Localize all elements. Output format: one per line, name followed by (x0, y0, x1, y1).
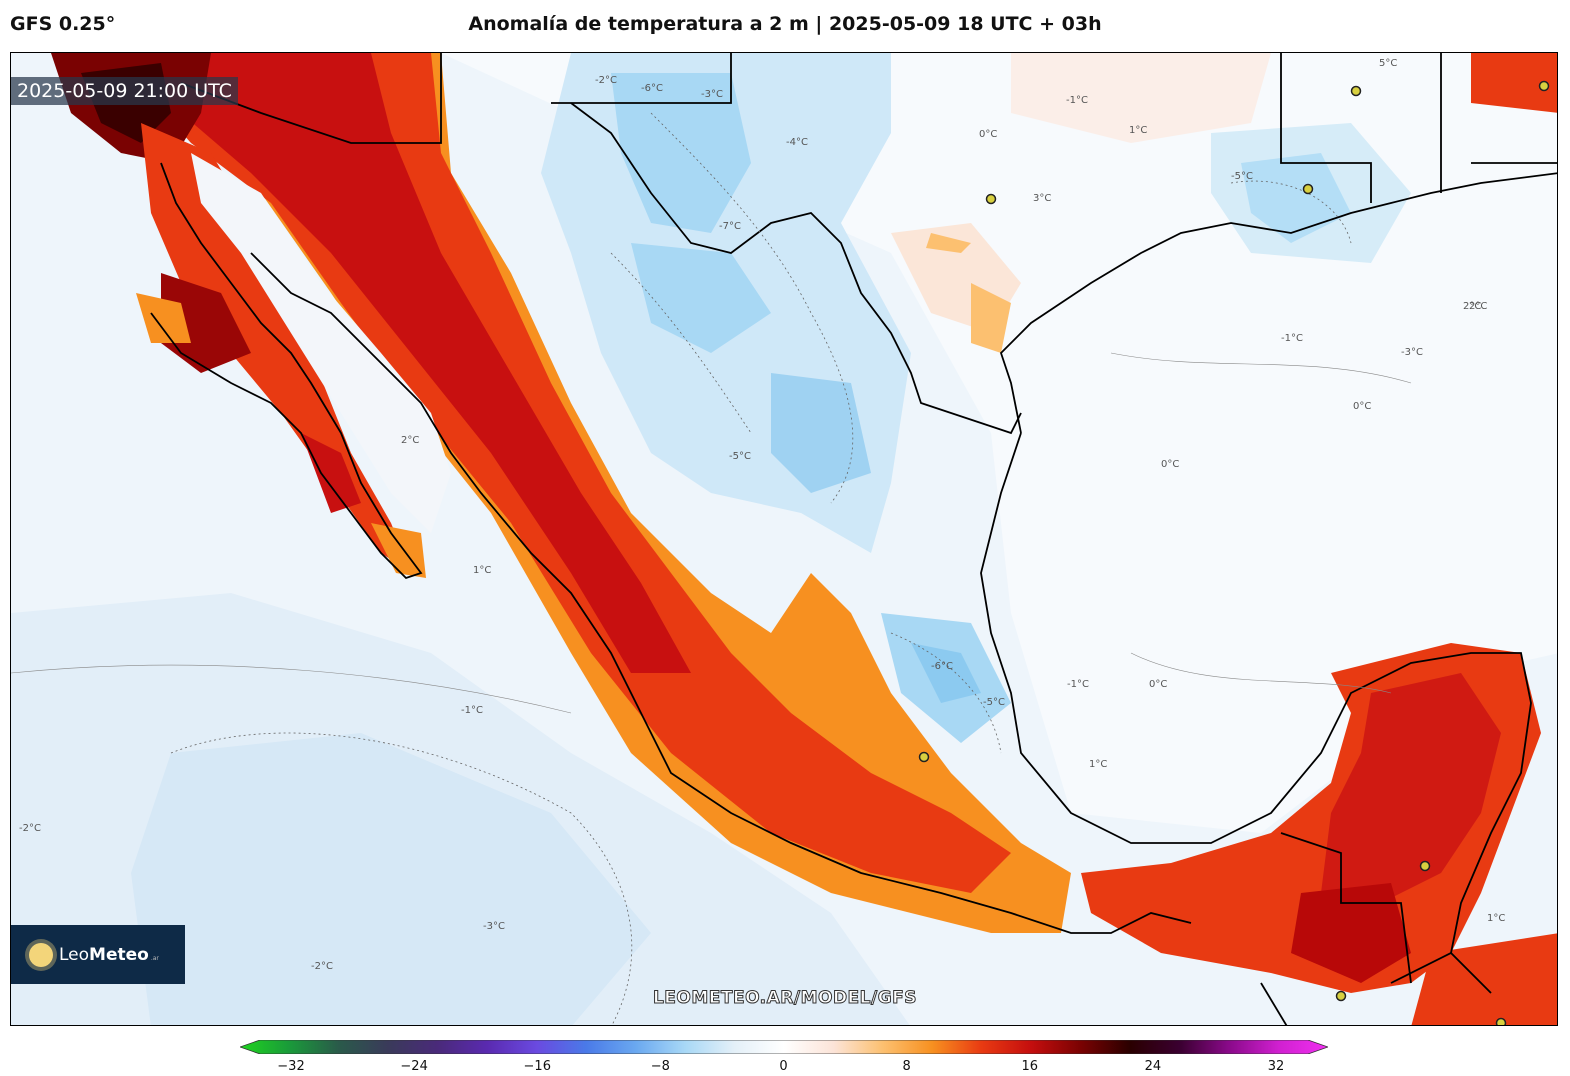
contour-label: 1°C (1129, 125, 1148, 136)
contour-label: -4°C (786, 137, 808, 148)
sun-icon (29, 942, 53, 967)
contour-label: -2°C (19, 823, 41, 834)
colorbar (240, 1040, 1328, 1054)
contour-label: -1°C (1281, 333, 1303, 344)
contour-label: 0°C (1149, 679, 1168, 690)
contour-label: -6°C (641, 83, 663, 94)
contour-label: -6°C (931, 661, 953, 672)
contour-label: 2°C (1469, 301, 1488, 312)
contour-label: -1°C (1067, 679, 1089, 690)
contour-label: 0°C (979, 129, 998, 140)
watermark: LEOMETEO.AR/MODEL/GFS (652, 988, 918, 1009)
colorbar-tick-label: 16 (1021, 1059, 1039, 1074)
colorbar-tick-label: −24 (400, 1059, 428, 1074)
anomaly-map (11, 53, 1557, 1025)
contour-label: -5°C (983, 697, 1005, 708)
contour-label: 2°C (401, 435, 420, 446)
timestamp-label: 2025-05-09 21:00 UTC (11, 77, 238, 105)
contour-label: -3°C (483, 921, 505, 932)
colorbar-tick-label: 8 (902, 1059, 911, 1074)
contour-label: -5°C (1231, 171, 1253, 182)
map-panel[interactable]: -2°C -6°C -3°C -4°C -5°C -1°C 0°C 1°C 2°… (10, 52, 1558, 1026)
contour-label: -1°C (1066, 95, 1088, 106)
logo-suffix: .ar (150, 955, 159, 962)
logo-text: LeoMeteo (59, 944, 149, 965)
map-title: Anomalía de temperatura a 2 m | 2025-05-… (468, 13, 1102, 35)
contour-label: -5°C (729, 451, 751, 462)
colorbar-tick-label: 24 (1144, 1059, 1162, 1074)
contour-label: -7°C (719, 221, 741, 232)
colorbar-tick-label: −32 (277, 1059, 305, 1074)
contour-label: -1°C (461, 705, 483, 716)
contour-label: 0°C (1353, 401, 1372, 412)
colorbar-tick-label: −8 (650, 1059, 670, 1074)
model-name: GFS 0.25° (10, 13, 116, 35)
contour-label: 1°C (1089, 759, 1108, 770)
contour-label: 1°C (473, 565, 492, 576)
contour-label: 0°C (1161, 459, 1180, 470)
contour-label: 5°C (1379, 58, 1398, 69)
colorbar-tick-label: −16 (523, 1059, 551, 1074)
contour-label: -2°C (595, 75, 617, 86)
contour-label: -3°C (1401, 347, 1423, 358)
colorbar-tick-label: 0 (779, 1059, 788, 1074)
leometeo-logo: LeoMeteo .ar (11, 925, 185, 984)
contour-label: 3°C (1033, 193, 1052, 204)
contour-label: 1°C (1487, 913, 1506, 924)
contour-label: -2°C (311, 961, 333, 972)
contour-label: -3°C (701, 89, 723, 100)
colorbar-tick-label: 32 (1267, 1059, 1285, 1074)
contour-label: 2°C (1463, 301, 1482, 312)
